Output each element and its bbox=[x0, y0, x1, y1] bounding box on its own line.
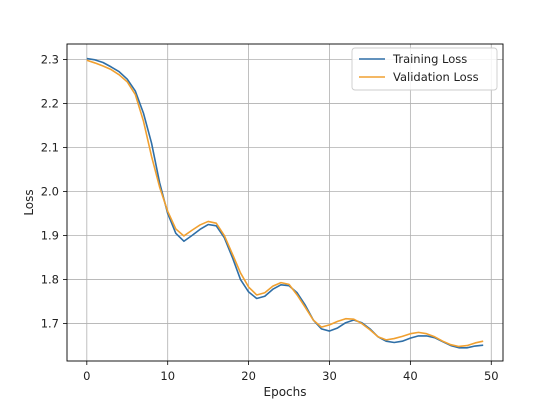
x-tick-label: 0 bbox=[83, 369, 90, 383]
y-tick-label: 2.0 bbox=[41, 184, 59, 198]
legend-label-training: Training Loss bbox=[392, 52, 467, 66]
x-tick-label: 30 bbox=[322, 369, 337, 383]
legend-box bbox=[351, 47, 498, 91]
y-axis-label: Loss bbox=[22, 189, 36, 215]
y-tick-label: 1.8 bbox=[41, 273, 59, 287]
series-lines bbox=[86, 57, 484, 349]
grid bbox=[67, 44, 503, 361]
x-tick-label: 50 bbox=[484, 369, 499, 383]
plot-frame bbox=[66, 43, 504, 362]
axis-ticks: 0 10 20 30 40 50 1.7 1.8 1.9 2.0 2.1 2.2 2.3 bbox=[41, 52, 499, 383]
y-tick-label: 1.9 bbox=[41, 229, 59, 243]
x-tick-label: 20 bbox=[241, 369, 256, 383]
y-tick-label: 2.2 bbox=[41, 96, 59, 110]
y-tick-label: 1.7 bbox=[41, 317, 59, 331]
legend: Training Loss Validation Loss bbox=[351, 47, 498, 91]
x-axis-label: Epochs bbox=[264, 385, 307, 399]
training-loss-line bbox=[86, 57, 484, 349]
validation-loss-line bbox=[86, 59, 484, 348]
legend-label-validation: Validation Loss bbox=[393, 70, 479, 84]
y-tick-label: 2.1 bbox=[41, 140, 59, 154]
y-tick-label: 2.3 bbox=[41, 52, 59, 66]
x-tick-label: 10 bbox=[160, 369, 175, 383]
x-tick-label: 40 bbox=[403, 369, 418, 383]
